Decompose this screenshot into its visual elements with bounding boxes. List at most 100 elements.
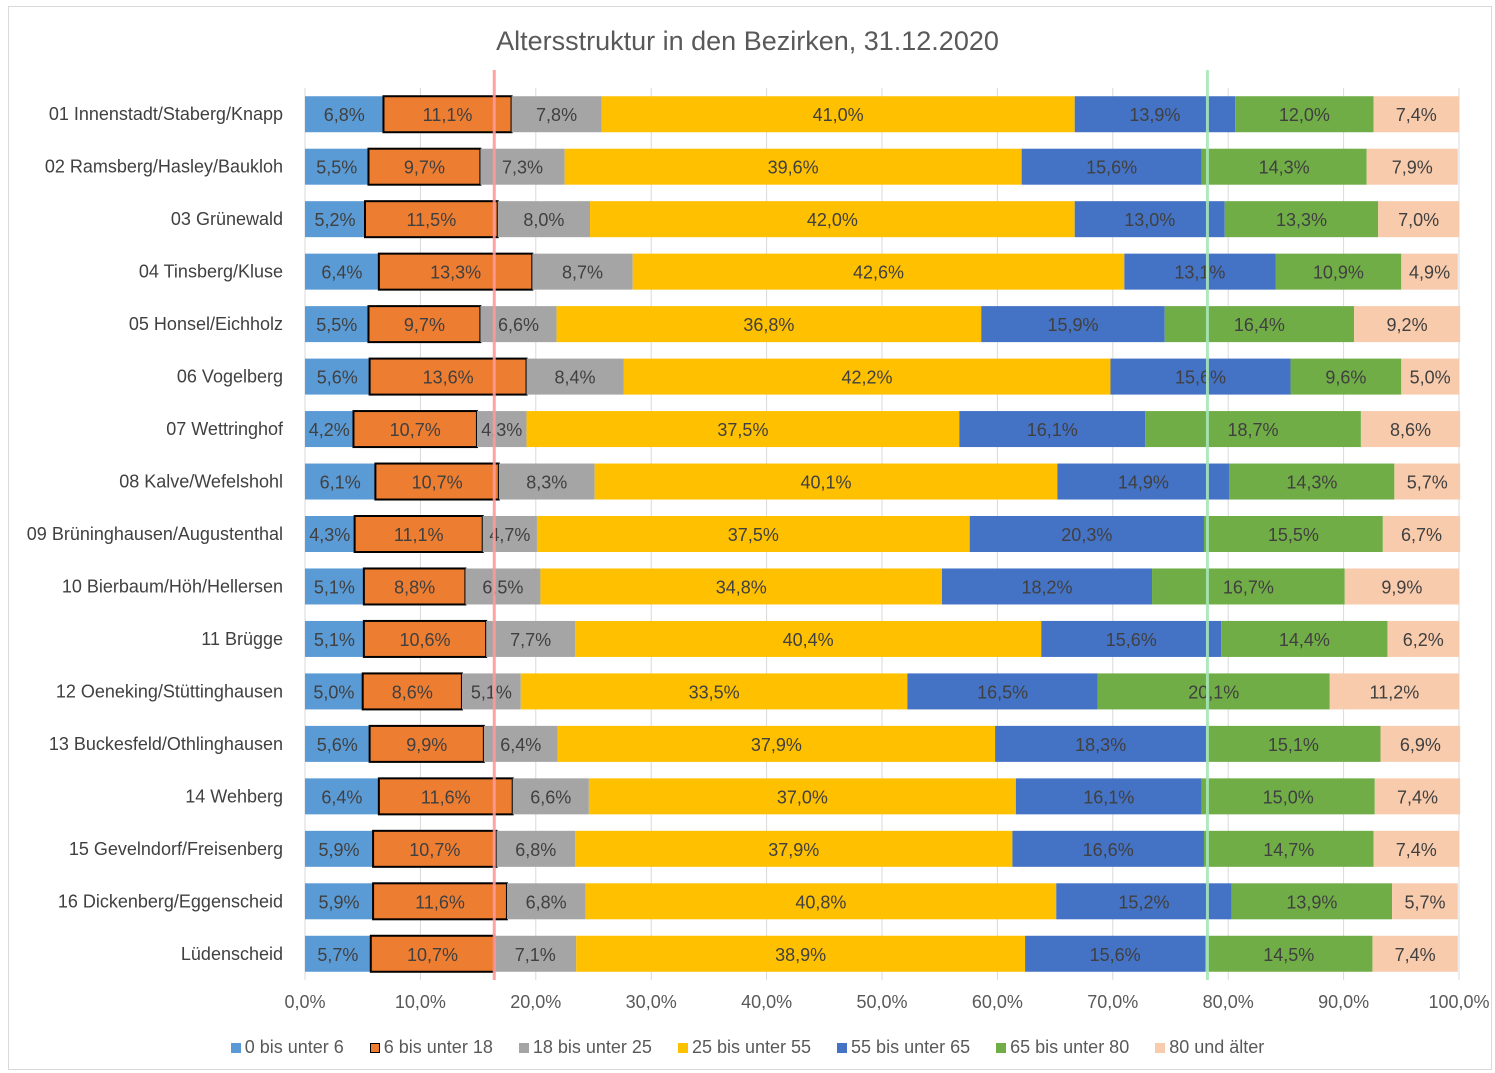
bar-segment xyxy=(305,201,366,238)
data-label: 5,5% xyxy=(316,315,357,335)
data-label: 4,2% xyxy=(309,420,350,440)
bar-segment xyxy=(557,725,996,762)
bar-segment xyxy=(1025,935,1206,972)
bar-segment xyxy=(1124,253,1276,290)
data-label: 6,8% xyxy=(324,105,365,125)
bar-segment xyxy=(1387,620,1459,657)
category-label: 10 Bierbaum/Höh/Hellersen xyxy=(62,576,283,596)
x-tick-label: 30,0% xyxy=(626,992,677,1012)
bar-segment xyxy=(305,725,370,762)
bar-segment xyxy=(305,830,374,867)
data-label: 14,7% xyxy=(1263,840,1314,860)
data-label: 41,0% xyxy=(813,105,864,125)
data-label: 15,9% xyxy=(1047,315,1098,335)
category-label: 04 Tinsberg/Kluse xyxy=(139,262,283,282)
bar-segment xyxy=(1203,830,1374,867)
data-label: 5,7% xyxy=(317,945,358,965)
legend-swatch xyxy=(996,1042,1007,1053)
bar-segment xyxy=(1201,778,1375,815)
bar-segment xyxy=(1145,411,1361,448)
data-label: 15,6% xyxy=(1086,158,1137,178)
data-label: 10,7% xyxy=(407,945,458,965)
data-label: 5,1% xyxy=(314,577,355,597)
data-label: 7,8% xyxy=(536,105,577,125)
data-label: 5,9% xyxy=(319,892,360,912)
bar-segment xyxy=(969,516,1204,552)
bar-segment xyxy=(1164,306,1354,343)
category-label: 13 Buckesfeld/Othlinghausen xyxy=(49,734,283,754)
bar-segment xyxy=(506,883,586,920)
data-label: 11,6% xyxy=(415,892,465,912)
bar-segment xyxy=(305,778,379,815)
bar-segment xyxy=(536,516,970,552)
bar-segment xyxy=(382,95,513,134)
bar-segment xyxy=(959,411,1146,448)
data-label: 4,9% xyxy=(1409,263,1450,283)
bar-segment xyxy=(305,306,369,343)
data-label: 13,3% xyxy=(430,263,481,283)
bar-segment xyxy=(377,777,514,816)
data-label: 42,6% xyxy=(853,263,904,283)
bar-segment xyxy=(305,516,355,552)
bar-segment xyxy=(476,411,527,448)
bar-segment xyxy=(575,830,1013,867)
bar-segment xyxy=(1012,830,1204,867)
data-label: 5,6% xyxy=(317,735,358,755)
data-label: 11,2% xyxy=(1370,682,1420,702)
bar-segment xyxy=(1329,673,1459,710)
bar-segment xyxy=(368,724,485,763)
legend-item: 18 bis unter 25 xyxy=(518,1037,652,1058)
bar-segment xyxy=(1372,935,1458,972)
chart-legend: 0 bis unter 6 6 bis unter 18 18 bis unter … xyxy=(0,1037,1495,1058)
data-label: 9,9% xyxy=(1381,577,1422,597)
data-label: 11,1% xyxy=(394,525,444,545)
bar-segment xyxy=(305,463,376,500)
data-label: 33,5% xyxy=(689,682,740,702)
bar-segment xyxy=(1401,358,1459,395)
bar-segment xyxy=(1392,883,1458,920)
data-label: 5,7% xyxy=(1404,892,1445,912)
data-label: 13,9% xyxy=(1286,892,1337,912)
data-label: 16,1% xyxy=(1027,420,1078,440)
data-label: 12,0% xyxy=(1279,105,1330,125)
category-label: 01 Innenstadt/Staberg/Knapp xyxy=(49,104,283,124)
category-label: 16 Dickenberg/Eggenscheid xyxy=(58,891,283,911)
data-label: 4,3% xyxy=(309,525,350,545)
x-tick-label: 80,0% xyxy=(1203,992,1254,1012)
bar-segment xyxy=(1275,253,1402,290)
bar-segment xyxy=(305,568,364,605)
data-label: 7,1% xyxy=(515,945,556,965)
data-label: 6,9% xyxy=(1400,735,1441,755)
x-tick-label: 0,0% xyxy=(284,992,325,1012)
bar-segment xyxy=(594,463,1058,500)
legend-label: 65 bis unter 80 xyxy=(1010,1037,1130,1057)
data-label: 5,1% xyxy=(314,630,355,650)
bar-segment xyxy=(374,462,500,501)
category-label: 02 Ramsberg/Hasley/Baukloh xyxy=(45,157,283,177)
bar-segment xyxy=(305,673,363,710)
legend-label: 55 bis unter 65 xyxy=(851,1037,971,1057)
legend-item: 80 und älter xyxy=(1155,1037,1264,1058)
data-label: 6,1% xyxy=(320,473,361,493)
data-label: 39,6% xyxy=(768,158,819,178)
data-label: 15,0% xyxy=(1263,787,1314,807)
data-label: 7,4% xyxy=(1397,787,1438,807)
data-label: 15,6% xyxy=(1175,368,1226,388)
bar-segment xyxy=(305,935,371,972)
bar-segment xyxy=(1015,778,1202,815)
data-label: 8,6% xyxy=(1390,420,1431,440)
bar-segment xyxy=(483,725,558,762)
bar-segment xyxy=(305,358,370,395)
legend-swatch xyxy=(369,1042,380,1053)
data-label: 16,4% xyxy=(1234,315,1285,335)
bar-segment xyxy=(1290,358,1402,395)
data-label: 20,3% xyxy=(1061,525,1112,545)
bar-segment xyxy=(1056,883,1232,920)
bar-segment xyxy=(1201,148,1367,185)
data-label: 18,2% xyxy=(1021,577,1072,597)
bar-segment xyxy=(352,410,478,449)
data-label: 8,3% xyxy=(526,473,567,493)
legend-label: 6 bis unter 18 xyxy=(383,1037,493,1057)
bar-segment xyxy=(1097,673,1330,710)
data-label: 37,0% xyxy=(777,787,828,807)
